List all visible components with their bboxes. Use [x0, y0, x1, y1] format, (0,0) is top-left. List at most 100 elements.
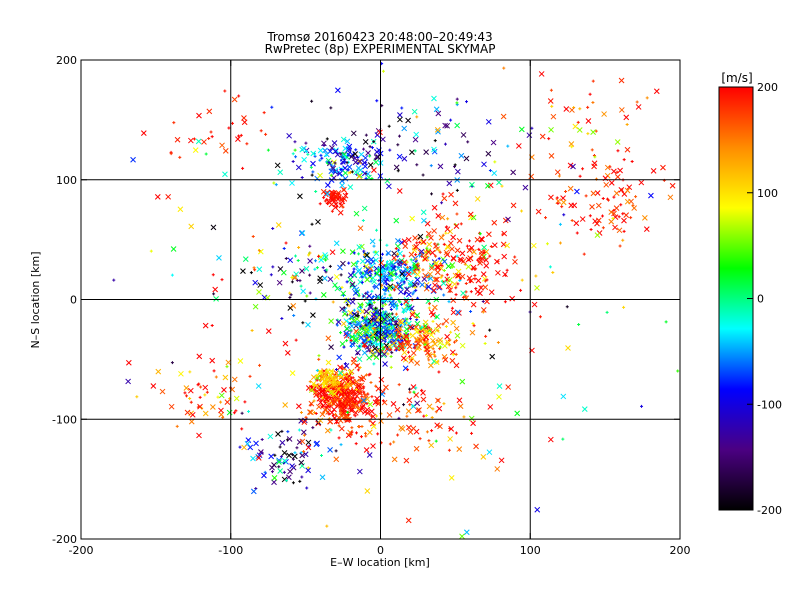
- echo-point-x: [362, 409, 368, 415]
- echo-point-plus: [364, 434, 368, 438]
- echo-point-x: [401, 155, 408, 162]
- echo-point-x: [337, 209, 344, 216]
- echo-point-plus: [315, 266, 319, 270]
- echo-point-plus: [368, 419, 372, 423]
- echo-point-x: [626, 184, 633, 191]
- echo-point-x: [395, 329, 402, 336]
- echo-point-x: [168, 403, 175, 410]
- echo-point-x: [316, 390, 323, 397]
- echo-point-plus: [437, 257, 441, 261]
- echo-point-x: [650, 168, 657, 174]
- echo-point-plus: [320, 404, 324, 408]
- echo-point-x: [356, 320, 363, 327]
- echo-point-plus: [315, 374, 319, 378]
- echo-point-x: [319, 376, 325, 382]
- echo-point-plus: [297, 428, 301, 432]
- echo-point-x: [444, 226, 451, 233]
- echo-point-x: [321, 275, 328, 282]
- echo-point-plus: [356, 155, 360, 159]
- echo-point-x: [406, 397, 413, 404]
- echo-point-plus: [402, 310, 406, 314]
- echo-point-plus: [376, 268, 380, 272]
- echo-point-plus: [219, 400, 223, 404]
- echo-point-x: [421, 217, 427, 224]
- echo-point-plus: [360, 275, 364, 279]
- echo-point-x: [327, 372, 333, 378]
- echo-point-x: [434, 264, 440, 270]
- echo-point-x: [568, 202, 575, 209]
- echo-point-x: [643, 226, 650, 232]
- echo-point-x: [469, 181, 475, 188]
- echo-point-plus: [427, 275, 431, 279]
- echo-point-x: [397, 112, 403, 118]
- echo-point-x: [276, 459, 282, 465]
- echo-point-plus: [311, 426, 315, 430]
- echo-point-x: [301, 145, 307, 152]
- echo-point-plus: [384, 310, 388, 314]
- echo-point-plus: [421, 173, 425, 177]
- echo-point-x: [224, 399, 231, 405]
- echo-point-x: [465, 256, 472, 263]
- echo-point-x: [496, 383, 503, 390]
- echo-point-plus: [360, 395, 364, 399]
- echo-point-plus: [339, 273, 343, 277]
- echo-point-plus: [473, 277, 477, 281]
- echo-point-plus: [440, 201, 444, 205]
- echo-point-x: [479, 236, 485, 243]
- echo-point-x: [373, 283, 380, 290]
- echo-point-plus: [325, 268, 329, 272]
- echo-point-x: [485, 150, 492, 157]
- echo-point-x: [318, 257, 325, 263]
- echo-point-x: [386, 183, 392, 190]
- echo-point-plus: [405, 260, 409, 264]
- echo-point-x: [373, 154, 380, 161]
- echo-point-plus: [482, 250, 486, 254]
- echo-point-x: [330, 165, 336, 172]
- y-tick-label: 200: [56, 54, 77, 67]
- echo-point-x: [431, 204, 438, 211]
- echo-point-x: [219, 142, 225, 149]
- echo-point-plus: [406, 339, 410, 343]
- echo-point-plus: [302, 433, 306, 437]
- echo-point-x: [310, 150, 317, 157]
- echo-point-plus: [374, 384, 378, 388]
- echo-point-plus: [422, 414, 426, 418]
- echo-point-plus: [331, 300, 335, 304]
- echo-point-plus: [481, 300, 485, 304]
- echo-point-x: [235, 136, 241, 142]
- echo-point-plus: [299, 410, 303, 414]
- echo-point-x: [550, 113, 557, 120]
- echo-point-plus: [355, 405, 359, 409]
- echo-point-plus: [442, 402, 446, 406]
- echo-point-x: [374, 270, 381, 277]
- echo-point-x: [342, 154, 348, 160]
- echo-point-x: [366, 452, 373, 458]
- echo-point-plus: [368, 372, 372, 376]
- echo-point-plus: [441, 322, 445, 326]
- echo-point-x: [286, 452, 292, 459]
- echo-point-plus: [172, 121, 176, 125]
- echo-point-x: [350, 130, 357, 137]
- echo-point-x: [333, 274, 340, 280]
- echo-point-x: [286, 474, 292, 481]
- echo-point-x: [469, 329, 476, 336]
- echo-point-x: [357, 375, 364, 382]
- echo-point-x: [370, 275, 376, 281]
- echo-point-x: [361, 349, 368, 356]
- echo-point-plus: [389, 340, 393, 344]
- echo-point-plus: [548, 265, 552, 269]
- echo-point-x: [360, 374, 367, 381]
- echo-point-plus: [291, 159, 295, 163]
- echo-point-plus: [354, 148, 358, 152]
- echo-point-plus: [438, 347, 442, 351]
- echo-point-x: [341, 406, 347, 413]
- echo-point-plus: [500, 184, 504, 188]
- echo-point-x: [402, 243, 409, 249]
- echo-point-x: [486, 449, 493, 456]
- echo-point-x: [328, 318, 334, 324]
- echo-point-plus: [389, 355, 393, 359]
- echo-point-x: [471, 249, 477, 255]
- echo-point-x: [222, 374, 229, 381]
- echo-point-x: [372, 345, 378, 352]
- echo-point-plus: [372, 140, 376, 144]
